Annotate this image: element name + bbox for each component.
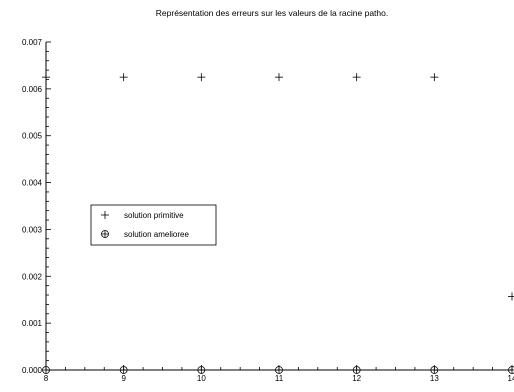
x-tick-label: 12 xyxy=(352,374,361,383)
legend-box xyxy=(90,204,217,246)
x-tick-label: 9 xyxy=(121,374,126,383)
legend-plus-mark xyxy=(101,211,109,219)
y-tick-label: 0.000 xyxy=(22,366,43,375)
y-tick-label: 0.006 xyxy=(22,85,43,94)
legend-item-primitive: solution primitive xyxy=(101,211,184,220)
point-amelioree xyxy=(119,366,128,374)
y-tick-label: 0.004 xyxy=(22,179,43,188)
x-tick-label: 10 xyxy=(197,374,206,383)
x-ticks: 8 9 10 11 12 13 14 xyxy=(44,365,514,383)
legend-circle-plus-mark xyxy=(101,230,109,238)
legend-label-primitive: solution primitive xyxy=(124,211,184,220)
y-ticks: 0.000 0.001 0.002 0.003 0.004 0.005 0.006 0.007 xyxy=(22,38,51,375)
y-tick-label: 0.007 xyxy=(22,38,43,47)
point-amelioree xyxy=(508,366,514,374)
legend-marker-circle-plus-icon xyxy=(101,230,109,238)
legend-label-amelioree: solution amelioree xyxy=(124,230,189,239)
point-amelioree xyxy=(352,366,361,374)
x-tick-label: 14 xyxy=(508,374,514,383)
y-tick-label: 0.005 xyxy=(22,132,43,141)
y-tick-label: 0.003 xyxy=(22,225,43,234)
point-amelioree xyxy=(42,366,50,374)
point-primitive xyxy=(119,73,128,82)
point-amelioree xyxy=(275,366,283,374)
point-primitive xyxy=(275,73,283,82)
point-primitive xyxy=(42,73,50,82)
y-tick-label: 0.002 xyxy=(22,272,43,281)
legend: solution primitive solution amelioree xyxy=(90,204,217,246)
point-primitive xyxy=(197,73,206,82)
data-points xyxy=(42,73,514,374)
x-tick-label: 11 xyxy=(275,374,284,383)
point-amelioree xyxy=(197,366,206,374)
x-tick-label: 8 xyxy=(44,374,49,383)
point-primitive xyxy=(352,73,361,82)
point-primitive xyxy=(508,292,514,301)
y-tick-label: 0.001 xyxy=(22,319,43,328)
chart-title: Représentation des erreurs sur les valeu… xyxy=(156,8,388,18)
point-primitive xyxy=(430,73,439,82)
legend-item-amelioree: solution amelioree xyxy=(101,230,189,239)
point-amelioree xyxy=(430,366,439,374)
x-tick-label: 13 xyxy=(430,374,439,383)
legend-marker-plus-icon xyxy=(101,211,109,219)
